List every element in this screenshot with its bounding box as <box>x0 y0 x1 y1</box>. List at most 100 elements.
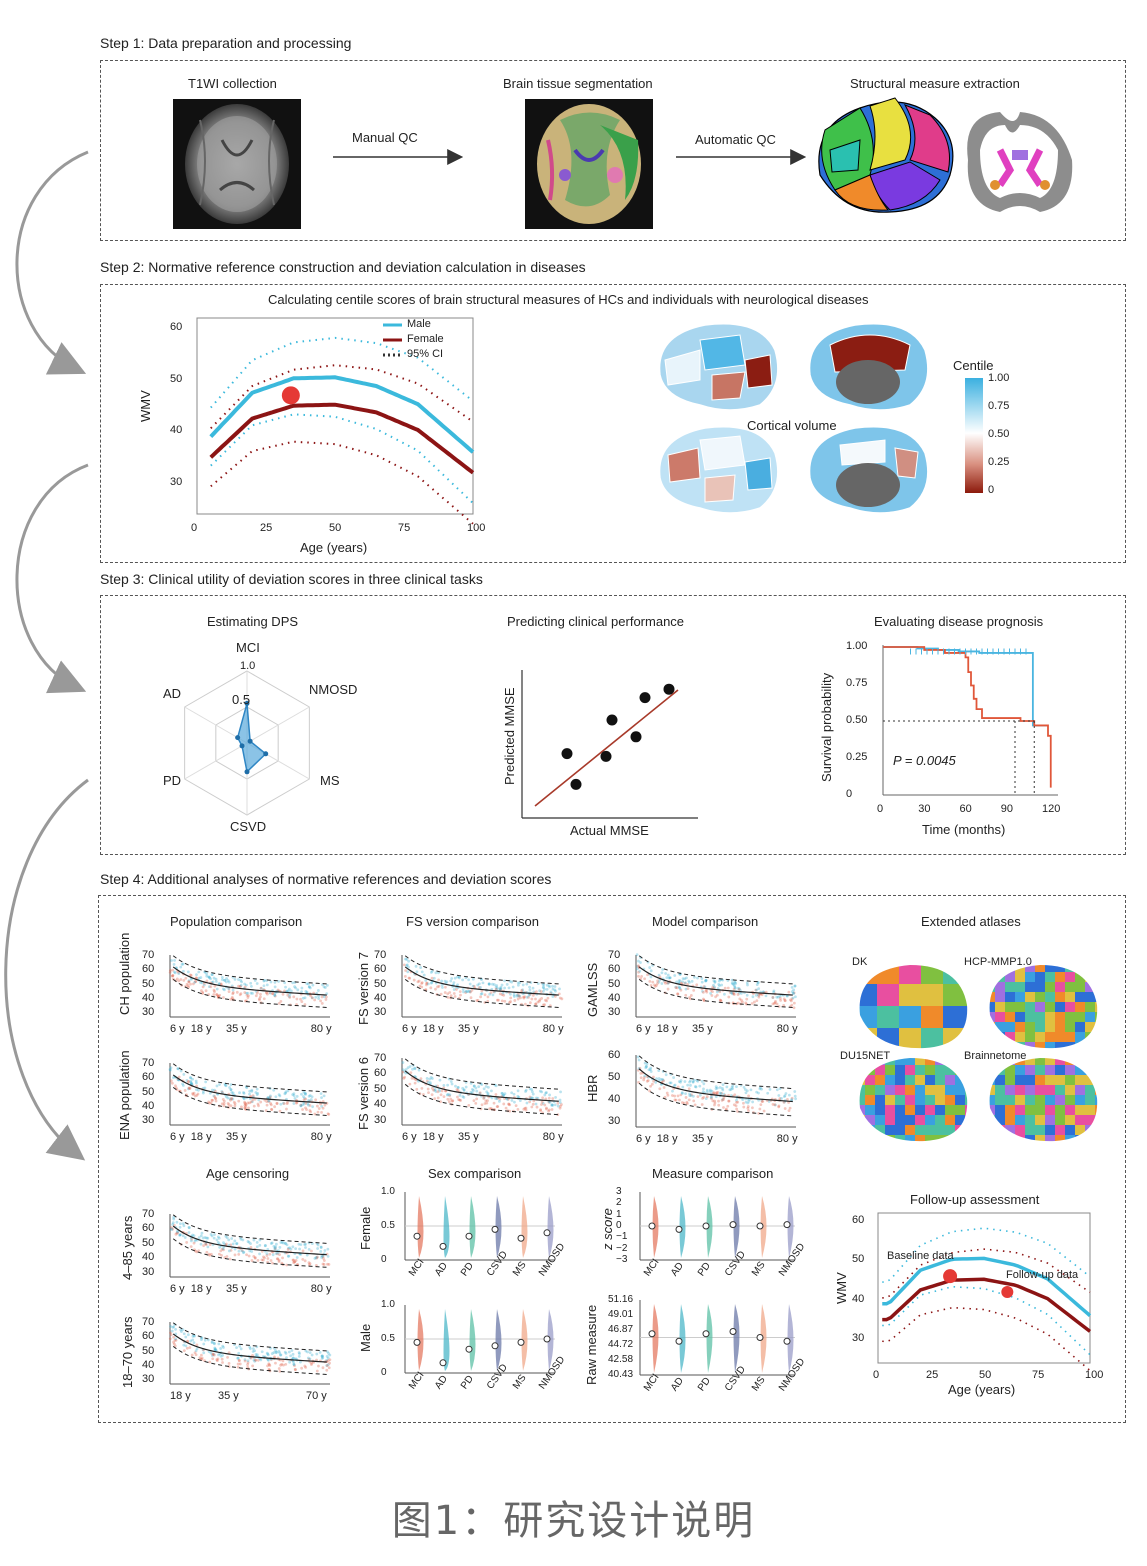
trajectory-dot <box>268 1095 272 1099</box>
trajectory-dot <box>545 983 549 987</box>
trajectory-dot <box>187 1226 191 1230</box>
trajectory-dot <box>673 974 677 977</box>
trajectory-dot <box>722 1106 725 1109</box>
trajectory-x-tick: 35 y <box>218 1390 239 1402</box>
trajectory-dot <box>171 1227 175 1231</box>
trajectory-dot <box>642 1078 646 1082</box>
followup-y-tick: 60 <box>852 1213 865 1226</box>
trajectory-dot <box>171 968 175 972</box>
trajectory-dot <box>267 1358 270 1362</box>
trajectory-dot <box>547 1108 551 1112</box>
trajectory-dot <box>172 1217 176 1221</box>
trajectory-dot <box>187 1087 190 1091</box>
trajectory-dot <box>705 990 709 994</box>
trajectory-dot <box>638 969 642 973</box>
trajectory-dot <box>327 1352 330 1355</box>
trajectory-x-tick: 35 y <box>692 1133 713 1145</box>
trajectory-dot <box>674 1098 678 1102</box>
trajectory-dot <box>187 980 191 984</box>
trajectory-dot <box>664 972 668 975</box>
trajectory-dot <box>186 1333 190 1337</box>
trajectory-dot <box>636 964 640 968</box>
trajectory-dot <box>231 988 235 992</box>
trajectory-dot <box>407 959 410 963</box>
centile-tick: 0 <box>988 484 995 496</box>
trajectory-dot <box>438 1089 442 1093</box>
trajectory-dot <box>301 1258 305 1261</box>
trajectory-dot <box>310 1095 314 1099</box>
trajectory-lower <box>638 978 793 1008</box>
trajectory-dot <box>451 1099 455 1103</box>
trajectory-dot <box>731 982 735 986</box>
trajectory-dot <box>715 1086 719 1090</box>
trajectory-dot <box>322 1259 326 1262</box>
trajectory-dot <box>233 1104 237 1108</box>
trajectory-dot <box>215 993 219 997</box>
trajectory-dot <box>729 991 733 995</box>
trajectory-dot <box>288 996 292 999</box>
trajectory-dot <box>544 998 547 1002</box>
trajectory-dot <box>437 978 440 982</box>
trajectory-dot <box>717 979 721 983</box>
trajectory-dot <box>457 975 461 979</box>
wmv-x-tick: 75 <box>398 522 411 534</box>
trajectory-upper <box>638 955 793 985</box>
trajectory-dot <box>530 1088 534 1091</box>
trajectory-dot <box>295 1094 299 1098</box>
trajectory-dot <box>266 1353 270 1357</box>
trajectory-dot <box>250 1088 254 1092</box>
trajectory-dot <box>764 994 768 998</box>
trajectory-dot <box>246 1361 250 1365</box>
trajectory-y-tick: 50 <box>374 977 387 990</box>
trajectory-dot <box>217 1353 220 1357</box>
trajectory-dot <box>661 968 665 971</box>
trajectory-dot <box>326 1262 329 1266</box>
trajectory-dot <box>522 1107 526 1111</box>
trajectory-dot <box>448 1093 452 1097</box>
trajectory-dot <box>207 975 211 979</box>
trajectory-dot <box>181 1082 184 1086</box>
trajectory-dot <box>216 1357 220 1361</box>
trajectory-dot <box>410 1076 414 1080</box>
trajectory-dot <box>523 995 527 999</box>
trajectory-dot <box>761 1099 765 1103</box>
trajectory-y-tick: 70 <box>374 949 387 961</box>
trajectory-dot <box>413 1067 417 1071</box>
trajectory-dot <box>415 970 419 974</box>
trajectory-dot <box>649 1066 653 1070</box>
trajectory-dot <box>790 1003 794 1007</box>
trajectory-dot <box>545 1107 548 1111</box>
trajectory-dot <box>500 983 504 987</box>
trajectory-dot <box>270 1107 273 1111</box>
trajectory-dot <box>214 1096 217 1100</box>
trajectory-dot <box>689 994 693 997</box>
trajectory-dot <box>528 988 532 992</box>
trajectory-dot <box>283 981 287 985</box>
trajectory-dot <box>680 1091 684 1095</box>
trajectory-dot <box>685 1100 689 1104</box>
trajectory-dot <box>426 982 430 986</box>
trajectory-dot <box>691 1080 695 1084</box>
trajectory-dot <box>173 971 177 975</box>
trajectory-dot <box>198 1356 202 1360</box>
trajectory-dot <box>217 1342 221 1346</box>
trajectory-dot <box>247 1240 251 1244</box>
trajectory-dot <box>304 1092 307 1095</box>
trajectory-dot <box>731 1084 735 1088</box>
trajectory-dot <box>429 981 433 985</box>
trajectory-dot <box>656 979 660 983</box>
trajectory-dot <box>713 980 717 983</box>
trajectory-dot <box>458 1094 462 1097</box>
trajectory-dot <box>299 1104 303 1107</box>
trajectory-dot <box>278 1351 282 1355</box>
trajectory-dot <box>201 1090 205 1093</box>
trajectory-dot <box>525 995 529 999</box>
trajectory-dot <box>241 1238 245 1242</box>
trajectory-lower <box>172 978 327 1008</box>
trajectory-dot <box>218 1083 221 1086</box>
trajectory-dot <box>222 1241 225 1245</box>
trajectory-dot <box>665 1091 669 1095</box>
trajectory-dot <box>204 1242 208 1246</box>
trajectory-dot <box>760 1087 764 1091</box>
trajectory-dot <box>538 999 541 1003</box>
